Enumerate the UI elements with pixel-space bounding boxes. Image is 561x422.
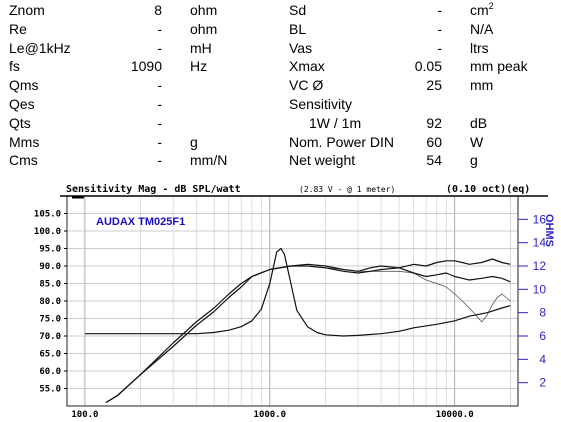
spec-value: -: [157, 152, 162, 169]
y-right-tick-label: 16: [533, 212, 547, 226]
series-line-3: [269, 265, 511, 323]
y-tick-label: 85.0: [39, 280, 61, 290]
y-tick-label: 60.0: [39, 367, 61, 377]
y-tick-label: 65.0: [39, 350, 61, 360]
spec-unit: N/A: [470, 20, 494, 37]
y-tick-label: 95.0: [39, 245, 61, 255]
y-tick-label: 75.0: [39, 315, 61, 325]
y-right-tick-label: 8: [539, 306, 546, 320]
spec-label: Le@1kHz: [9, 39, 71, 56]
spec-unit: g: [190, 133, 198, 150]
spec-label: Qts: [9, 114, 31, 131]
spec-unit: mH: [190, 39, 212, 56]
y-axis-right: 16 14 12 10 8 6 4 2: [518, 212, 547, 390]
spec-label: Znom: [9, 2, 45, 18]
spec-label: Sd: [289, 2, 307, 18]
y-right-tick-label: 12: [533, 259, 547, 273]
spec-unit: cm2: [470, 1, 494, 18]
y-right-tick-label: 10: [533, 282, 547, 296]
spec-unit: Hz: [190, 58, 208, 75]
spec-value: 25: [426, 77, 442, 94]
y-right-tick-label: 2: [539, 376, 546, 390]
spec-value: -: [157, 20, 162, 37]
spec-label: Re: [9, 20, 27, 37]
spec-label: Cms: [9, 152, 38, 169]
spec-unit: W: [470, 133, 484, 150]
spec-value: -: [157, 77, 162, 94]
spec-unit: mm peak: [470, 58, 528, 75]
spec-value: -: [157, 96, 162, 112]
y-tick-label: 80.0: [39, 297, 61, 307]
y-tick-label: 55.0: [39, 385, 61, 395]
spec-value: 92: [426, 114, 442, 131]
spec-value: -: [157, 133, 162, 150]
y-tick-label: 105.0: [34, 210, 61, 220]
spec-label: Sensitivity: [289, 96, 353, 112]
spec-label: Mms: [9, 133, 40, 150]
spec-label: Nom. Power DIN: [289, 133, 395, 150]
spec-value: 60: [426, 133, 442, 150]
series-line-2: [105, 265, 511, 404]
y-tick-label: 100.0: [34, 227, 61, 237]
spec-unit: dB: [470, 114, 488, 131]
spec-unit: mm: [470, 77, 494, 94]
x-tick-label: 10000.0: [436, 410, 474, 420]
spec-value: -: [157, 39, 162, 56]
spec-unit: ohm: [190, 2, 218, 18]
spec-label: BL: [289, 20, 307, 37]
spec-value: 1090: [130, 58, 162, 75]
spec-unit: g: [470, 152, 478, 169]
x-axis: 100.0 1000.0 10000.0: [71, 410, 473, 420]
series-line-1: [105, 258, 511, 404]
y-right-tick-label: 14: [533, 236, 547, 250]
chart-smoothing: (0.10 oct)(eq): [446, 184, 530, 195]
model-label: AUDAX TM025F1: [96, 216, 185, 228]
spec-unit: ltrs: [470, 39, 489, 56]
x-tick-label: 100.0: [71, 410, 98, 420]
chart-title: Sensitivity Mag - dB SPL/watt: [66, 183, 241, 195]
x-tick-label: 1000.0: [254, 410, 287, 420]
spec-label: Net weight: [289, 152, 356, 169]
y-tick-label: 90.0: [39, 262, 61, 272]
spec-label: VC Ø: [289, 77, 324, 94]
spec-unit: ohm: [190, 20, 218, 37]
spec-unit-superscript: 2: [488, 1, 494, 11]
spec-label: fs: [9, 58, 20, 75]
series-line-4: [84, 247, 511, 337]
y-axis-left: 105.0 100.0 95.0 90.0 85.0 80.0 75.0 70.0 65.0 60…: [34, 210, 67, 395]
spec-label: Qes: [9, 96, 35, 112]
spec-value: -: [157, 114, 162, 131]
spec-label: Xmax: [289, 58, 325, 75]
spec-value: -: [437, 39, 442, 56]
chart-subtitle: (2.83 V - @ 1 meter): [299, 185, 395, 194]
spec-label: Qms: [9, 77, 39, 94]
spec-value: -: [437, 20, 442, 37]
spec-label: Vas: [289, 39, 313, 56]
chart-grid: [67, 196, 518, 406]
y-tick-label: 70.0: [39, 332, 61, 342]
series-group: [84, 247, 511, 404]
spec-value: 8: [154, 2, 162, 18]
spec-unit: mm/N: [190, 152, 228, 169]
spec-value: -: [437, 2, 442, 18]
spec-value: 0.05: [414, 58, 442, 75]
y-right-tick-label: 4: [539, 352, 546, 366]
spec-label: 1W / 1m: [309, 114, 362, 131]
right-axis-label: OHMS: [543, 214, 555, 247]
spec-value: 54: [426, 152, 442, 169]
y-right-tick-label: 6: [539, 329, 546, 343]
